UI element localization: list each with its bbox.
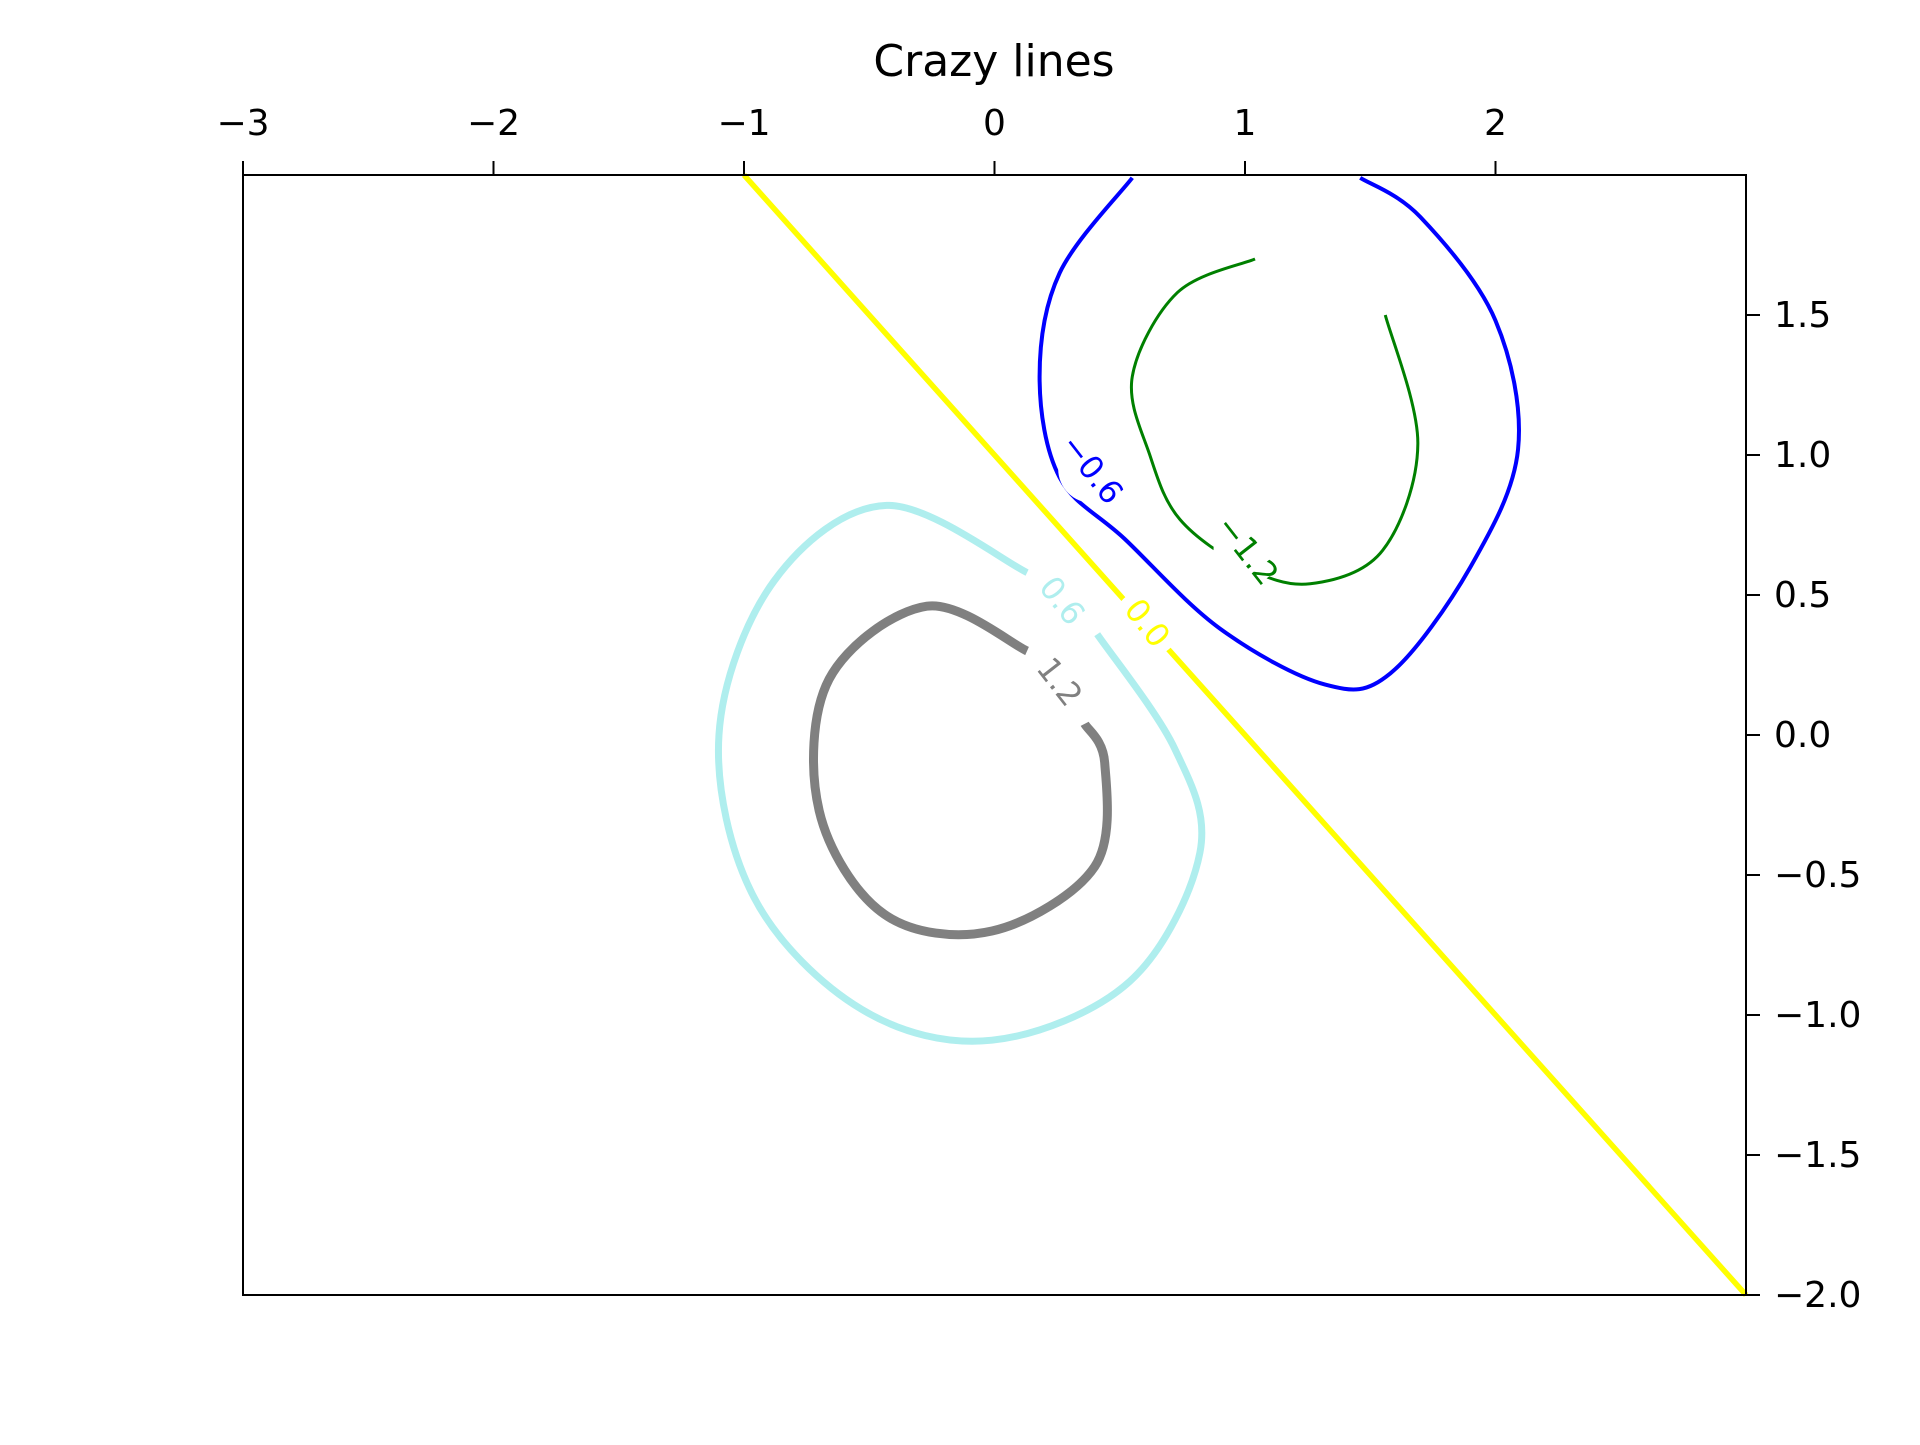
x-tick-label-4: 1 bbox=[1234, 103, 1257, 144]
y-tick-label-1: 1.0 bbox=[1774, 435, 1831, 476]
x-tick-label-1: −2 bbox=[467, 103, 520, 144]
x-tick-label-3: 0 bbox=[983, 103, 1006, 144]
chart-title: Crazy lines bbox=[873, 36, 1114, 87]
contour-label-gap-0 bbox=[1213, 516, 1282, 585]
x-tick-label-0: −3 bbox=[216, 103, 269, 144]
contour-label-gap-1 bbox=[1058, 435, 1127, 503]
contour-label-gap-2 bbox=[1113, 589, 1182, 657]
contour-labels: −1.2−0.60.00.61.2 bbox=[1025, 427, 1286, 716]
y-tick-label-6: −1.5 bbox=[1774, 1135, 1861, 1176]
contour-line-1 bbox=[1037, 176, 1521, 692]
plot-frame bbox=[242, 174, 1747, 1296]
y-tick-label-7: −2.0 bbox=[1774, 1275, 1861, 1316]
x-axis-top: −3 −2 −1 0 1 2 bbox=[216, 103, 1507, 175]
contour-label-gap-4 bbox=[1025, 647, 1094, 716]
y-tick-label-0: 1.5 bbox=[1774, 295, 1831, 336]
x-tick-label-2: −1 bbox=[717, 103, 770, 144]
y-tick-label-3: 0.0 bbox=[1774, 715, 1831, 756]
y-axis-right: 1.5 1.0 0.5 0.0 −0.5 −1.0 −1.5 −2.0 bbox=[1746, 295, 1861, 1316]
y-tick-label-4: −0.5 bbox=[1774, 855, 1861, 896]
contour-line-4 bbox=[809, 601, 1112, 940]
y-tick-label-2: 0.5 bbox=[1774, 575, 1831, 616]
contour-label-gap-3 bbox=[1028, 566, 1097, 635]
x-tick-label-5: 2 bbox=[1484, 103, 1507, 144]
y-tick-label-5: −1.0 bbox=[1774, 995, 1861, 1036]
contour-lines bbox=[715, 173, 1749, 1297]
contour-line-2 bbox=[741, 173, 1749, 1297]
contour-line-3 bbox=[715, 501, 1206, 1045]
